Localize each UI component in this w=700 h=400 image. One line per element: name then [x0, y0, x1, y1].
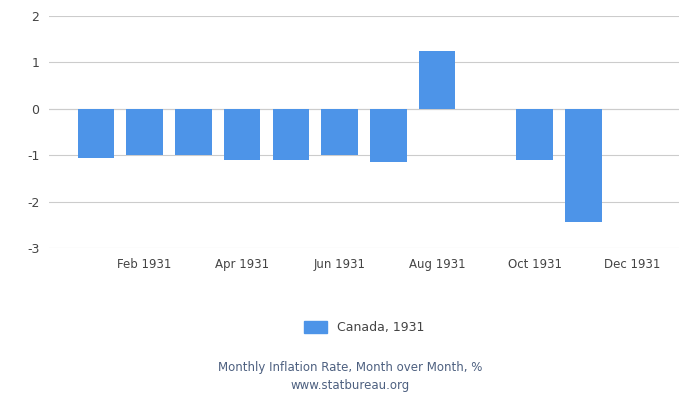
Bar	[272, 109, 309, 160]
Bar	[370, 109, 407, 162]
Text: Monthly Inflation Rate, Month over Month, %: Monthly Inflation Rate, Month over Month…	[218, 362, 482, 374]
Bar	[419, 51, 456, 109]
Text: www.statbureau.org: www.statbureau.org	[290, 380, 410, 392]
Bar	[321, 109, 358, 155]
Legend: Canada, 1931: Canada, 1931	[299, 316, 429, 339]
Bar	[224, 109, 260, 160]
Bar	[127, 109, 163, 155]
Bar	[78, 109, 114, 158]
Bar	[175, 109, 211, 155]
Bar	[517, 109, 553, 160]
Bar	[565, 109, 601, 222]
